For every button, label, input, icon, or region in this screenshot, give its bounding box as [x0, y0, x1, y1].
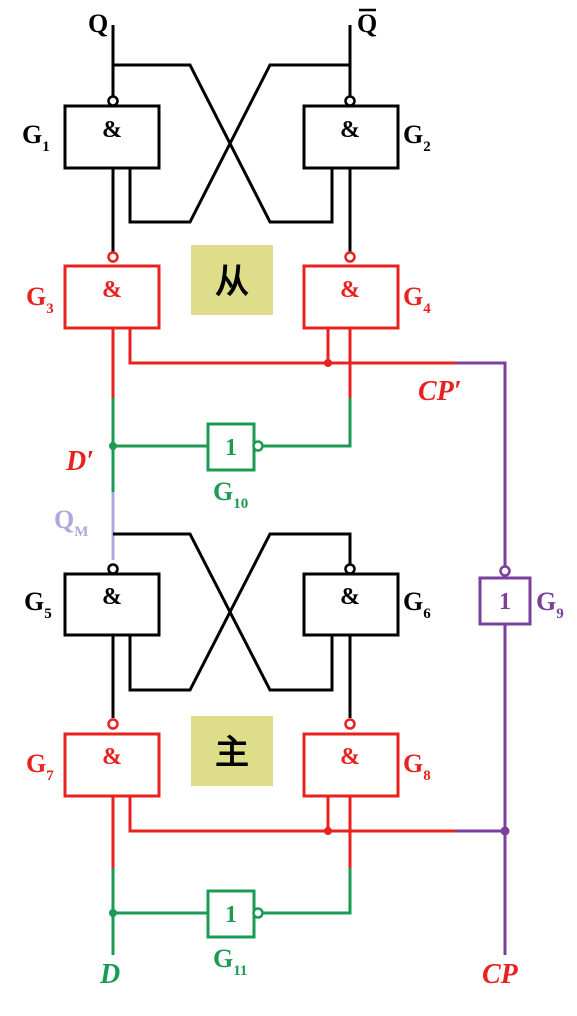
gate-g11-inversion-bubble — [252, 907, 264, 919]
gate-g5-label: G5 — [24, 587, 52, 622]
cp-junction-dot-red — [324, 827, 332, 835]
gate-g6 — [302, 572, 400, 637]
gate-g5-symbol: & — [102, 584, 122, 610]
master-stage-label: 主 — [215, 733, 249, 773]
gate-g10 — [206, 422, 256, 472]
cp-prime-junction-dot — [324, 359, 332, 367]
gate-g6-label: G6 — [403, 587, 431, 622]
output-qbar-label: Q — [357, 9, 377, 38]
gate-g2 — [302, 104, 400, 170]
clock-wiring — [455, 361, 507, 955]
gate-g11-label: G11 — [213, 944, 247, 979]
d-junction-dot — [109, 909, 117, 917]
gate-g9-inversion-bubble — [499, 565, 511, 577]
cp-junction-dot-purple — [500, 826, 510, 836]
gate-g11-symbol: 1 — [225, 902, 237, 928]
gate-g8-label: G8 — [403, 749, 431, 784]
gate-g5 — [63, 572, 161, 637]
gate-g7 — [63, 732, 161, 798]
gate-g2-symbol: & — [340, 117, 360, 143]
d-input-label: D — [99, 959, 120, 990]
gate-g1-symbol: & — [102, 117, 122, 143]
gate-g9-symbol: 1 — [499, 589, 511, 615]
gate-g2-inversion-bubble — [344, 95, 356, 107]
gate-g3 — [63, 264, 161, 330]
gate-g4-inversion-bubble — [344, 251, 356, 263]
gate-g7-symbol: & — [102, 744, 122, 770]
gate-g6-symbol: & — [340, 584, 360, 610]
gate-g5-inversion-bubble — [107, 563, 119, 575]
slave-latch-wiring — [111, 25, 352, 252]
gate-g10-symbol: 1 — [225, 435, 237, 461]
cp-prime-label: CP′ — [418, 376, 462, 407]
gate-g4-symbol: & — [340, 277, 360, 303]
gate-g2-label: G2 — [403, 120, 431, 155]
gate-g6-inversion-bubble — [344, 563, 356, 575]
gate-g7-inversion-bubble — [107, 718, 119, 730]
master-stage-badge — [191, 716, 273, 786]
d-prime-label: D′ — [65, 446, 94, 477]
gate-g3-label: G3 — [26, 282, 54, 317]
master-steering-wiring — [111, 796, 455, 868]
gate-g8-symbol: & — [340, 744, 360, 770]
slave-steering-wiring — [111, 328, 455, 398]
gate-g1-inversion-bubble — [107, 95, 119, 107]
output-q-label: Q — [88, 9, 108, 38]
gate-g3-symbol: & — [102, 277, 122, 303]
gate-g7-label: G7 — [26, 749, 54, 784]
qm-label: QM — [54, 505, 88, 540]
gate-g1-label: G1 — [22, 120, 50, 155]
master-latch-wiring — [111, 532, 352, 718]
gate-g9 — [478, 576, 532, 626]
gate-g8-inversion-bubble — [344, 718, 356, 730]
gate-g4 — [302, 264, 400, 330]
slave-stage-label: 从 — [215, 262, 249, 302]
gate-g8 — [302, 732, 400, 798]
gate-g10-inversion-bubble — [252, 440, 264, 452]
slave-stage-badge — [191, 245, 273, 315]
gate-g4-label: G4 — [403, 282, 431, 317]
cp-input-label: CP — [482, 959, 519, 990]
gate-g9-label: G9 — [536, 587, 564, 622]
gate-g10-label: G10 — [213, 477, 248, 512]
gate-g3-inversion-bubble — [107, 251, 119, 263]
d-prime-junction-dot — [109, 442, 117, 450]
